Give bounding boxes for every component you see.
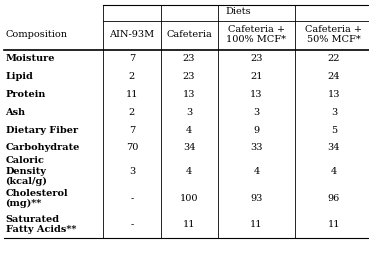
Text: Cafeteria +
50% MCF*: Cafeteria + 50% MCF* (306, 25, 362, 44)
Text: Caloric
Density
(kcal/g): Caloric Density (kcal/g) (6, 156, 47, 186)
Text: 33: 33 (250, 143, 263, 152)
Text: Cholesterol
(mg)**: Cholesterol (mg)** (6, 189, 68, 208)
Text: Cafeteria +
100% MCF*: Cafeteria + 100% MCF* (227, 25, 286, 44)
Text: 23: 23 (250, 54, 263, 63)
Text: 11: 11 (126, 90, 138, 99)
Text: Cafeteria: Cafeteria (166, 30, 212, 39)
Text: 34: 34 (183, 143, 195, 152)
Text: 21: 21 (250, 72, 263, 81)
Text: Dietary Fiber: Dietary Fiber (6, 125, 77, 135)
Text: 2: 2 (129, 72, 135, 81)
Text: 4: 4 (186, 167, 192, 176)
Text: 96: 96 (328, 194, 340, 203)
Text: 34: 34 (328, 143, 340, 152)
Text: 3: 3 (331, 108, 337, 117)
Text: 13: 13 (250, 90, 263, 99)
Text: Ash: Ash (6, 108, 26, 117)
Text: 11: 11 (328, 220, 340, 229)
Text: 13: 13 (328, 90, 340, 99)
Text: 11: 11 (183, 220, 195, 229)
Text: Protein: Protein (6, 90, 46, 99)
Text: 13: 13 (183, 90, 195, 99)
Text: 23: 23 (183, 72, 195, 81)
Text: 3: 3 (129, 167, 135, 176)
Text: 9: 9 (254, 125, 259, 135)
Text: 4: 4 (331, 167, 337, 176)
Text: 100: 100 (180, 194, 199, 203)
Text: 23: 23 (183, 54, 195, 63)
Text: 7: 7 (129, 125, 135, 135)
Text: 70: 70 (126, 143, 138, 152)
Text: Carbohydrate: Carbohydrate (6, 143, 80, 152)
Text: Moisture: Moisture (6, 54, 55, 63)
Text: AIN-93M: AIN-93M (109, 30, 155, 39)
Text: Diets: Diets (225, 7, 251, 16)
Text: 4: 4 (186, 125, 192, 135)
Text: 5: 5 (331, 125, 337, 135)
Text: 3: 3 (186, 108, 192, 117)
Text: 24: 24 (328, 72, 340, 81)
Text: 93: 93 (250, 194, 263, 203)
Text: -: - (130, 194, 134, 203)
Text: Lipid: Lipid (6, 72, 34, 81)
Text: 11: 11 (250, 220, 263, 229)
Text: 4: 4 (254, 167, 259, 176)
Text: -: - (130, 220, 134, 229)
Text: Saturated
Fatty Acids**: Saturated Fatty Acids** (6, 215, 76, 234)
Text: 22: 22 (328, 54, 340, 63)
Text: 3: 3 (254, 108, 259, 117)
Text: 7: 7 (129, 54, 135, 63)
Text: 2: 2 (129, 108, 135, 117)
Text: Composition: Composition (6, 30, 68, 39)
